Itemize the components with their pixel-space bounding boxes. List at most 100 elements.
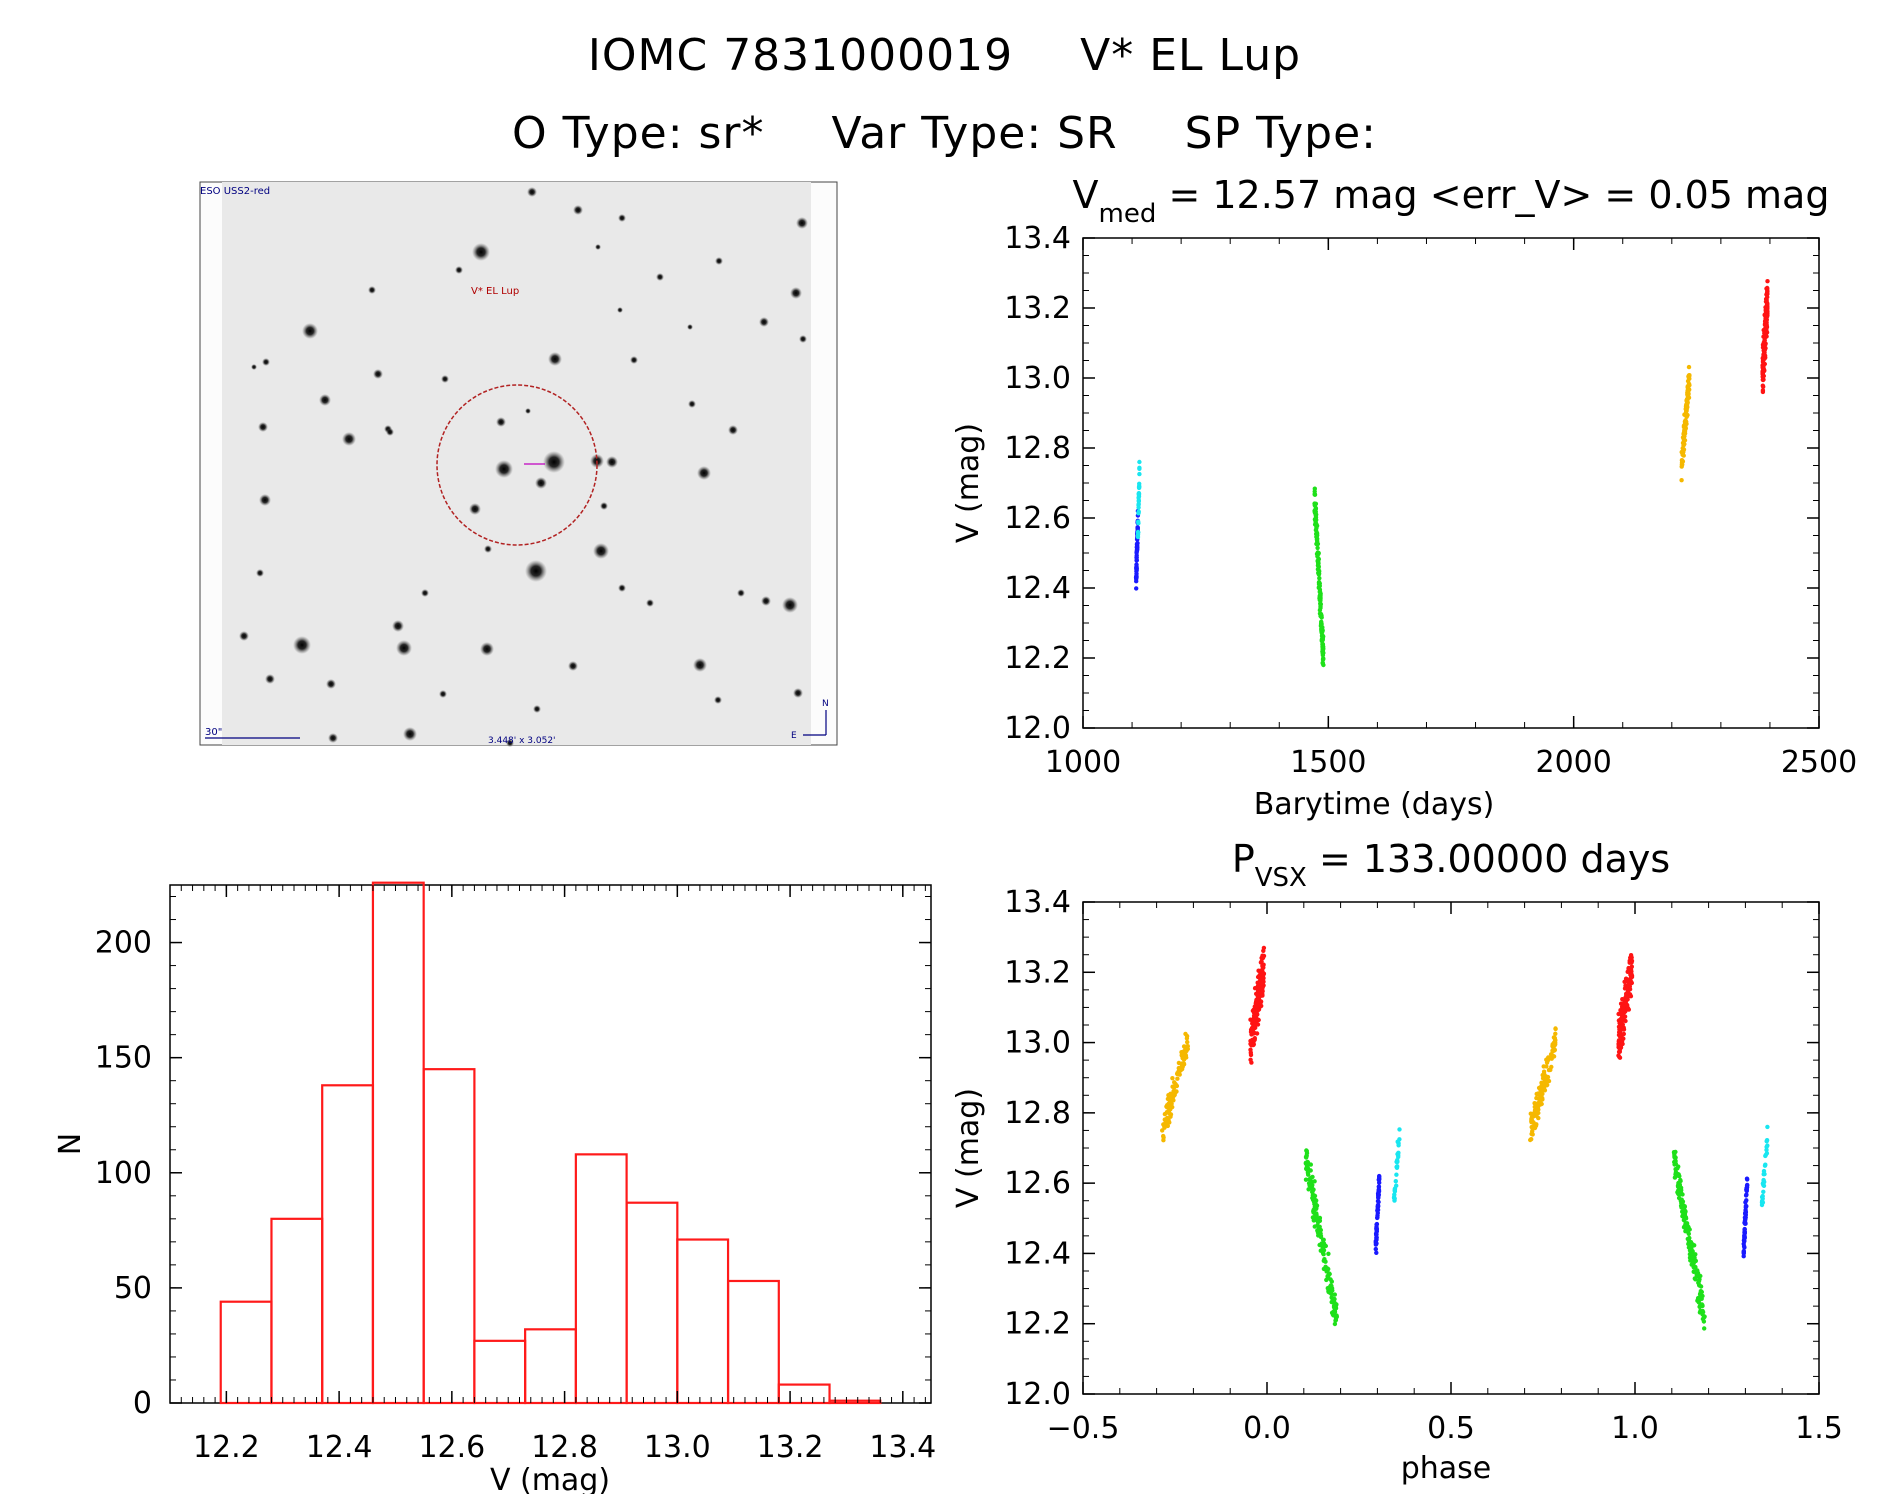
star <box>617 307 623 313</box>
data-point <box>1261 972 1266 977</box>
phased-chart: PVSX = 133.00000 days −0.5 0.0 0.5 1.0 1.5 12… <box>951 837 1843 1486</box>
data-point <box>1761 355 1766 361</box>
star <box>239 631 249 641</box>
star <box>759 317 769 327</box>
data-point <box>1326 1289 1331 1295</box>
star <box>799 335 807 343</box>
data-point <box>1170 1084 1175 1089</box>
star <box>533 705 541 713</box>
data-point <box>1375 1203 1381 1208</box>
data-point <box>1394 1183 1399 1188</box>
data-point <box>1326 1251 1331 1257</box>
data-point <box>1621 1031 1627 1037</box>
data-point <box>1374 1250 1379 1256</box>
data-point <box>1318 598 1323 603</box>
phased-points <box>1160 945 1770 1331</box>
data-point <box>1248 1038 1253 1044</box>
y-tick-label: 0 <box>133 1386 152 1421</box>
y-tick-label: 12.8 <box>1004 431 1071 466</box>
data-point <box>1550 1053 1556 1059</box>
data-point <box>1553 1031 1558 1037</box>
data-point <box>1308 1180 1313 1185</box>
data-point <box>1629 972 1634 977</box>
star <box>392 620 404 632</box>
data-point <box>1765 288 1770 293</box>
sky-image-field <box>222 182 811 745</box>
data-point <box>1699 1289 1705 1295</box>
star <box>328 733 338 743</box>
y-tick-label: 13.2 <box>1004 955 1071 990</box>
star <box>368 286 376 294</box>
histogram-bar <box>828 1399 882 1405</box>
data-point <box>1620 1011 1625 1017</box>
star <box>656 273 664 281</box>
star <box>469 503 481 515</box>
phased-title-rest: = 133.00000 days <box>1307 837 1670 881</box>
data-point <box>1765 1124 1770 1130</box>
data-point <box>1248 1050 1254 1055</box>
star <box>396 640 412 656</box>
data-point <box>1320 657 1326 662</box>
lightcurve-ticks: 1000 1500 2000 2500 12.0 12.2 12.4 12.6 12.8 13.0… <box>1004 221 1857 780</box>
y-tick-label: 50 <box>114 1271 152 1306</box>
data-point <box>1672 1175 1678 1180</box>
data-point <box>1134 555 1139 560</box>
data-point <box>1391 1195 1397 1200</box>
data-point <box>1318 1233 1324 1239</box>
data-point <box>1317 1224 1322 1230</box>
data-point <box>1760 1199 1765 1204</box>
data-point <box>1625 1006 1631 1011</box>
star <box>790 287 802 299</box>
data-point <box>1696 1278 1702 1284</box>
data-point <box>1620 1041 1625 1047</box>
data-point <box>1535 1106 1540 1111</box>
histogram-bar <box>473 1339 527 1405</box>
data-point <box>1531 1114 1536 1119</box>
data-point <box>1318 613 1323 619</box>
data-point <box>1253 1004 1259 1009</box>
data-point <box>1174 1083 1179 1088</box>
star <box>527 187 537 197</box>
data-point <box>1760 388 1766 393</box>
data-point <box>1318 1248 1324 1253</box>
data-point <box>1679 478 1684 483</box>
data-point <box>1627 958 1632 963</box>
star <box>455 266 463 274</box>
lightcurve-title-sub: med <box>1099 199 1157 229</box>
data-point <box>1685 397 1690 402</box>
data-point <box>1306 1187 1311 1192</box>
data-point <box>1255 1022 1261 1027</box>
data-point <box>1255 994 1261 999</box>
data-point <box>1760 365 1765 370</box>
data-point <box>1312 502 1318 507</box>
data-point <box>1185 1039 1190 1045</box>
histogram-chart: 12.2 12.4 12.6 12.8 13.0 13.2 13.4 0 50 100 150 200… <box>53 881 936 1494</box>
data-point <box>1629 964 1635 969</box>
star <box>535 477 547 489</box>
star <box>595 244 601 250</box>
data-point <box>1135 526 1140 531</box>
data-point <box>1331 1304 1337 1310</box>
x-tick-label: 1500 <box>1290 745 1366 780</box>
lightcurve-ylabel: V (mag) <box>951 423 986 543</box>
data-point <box>1248 1029 1254 1035</box>
histogram-bar <box>524 1328 577 1405</box>
histogram-bar <box>371 881 425 1405</box>
compass-north-label: N <box>822 699 829 709</box>
histogram-bar <box>574 1153 628 1405</box>
data-point <box>1315 558 1320 563</box>
data-point <box>1168 1104 1174 1109</box>
data-point <box>1744 1204 1749 1209</box>
data-point <box>1628 994 1634 999</box>
data-point <box>1320 632 1325 638</box>
data-point <box>1682 429 1687 435</box>
data-point <box>1181 1061 1187 1066</box>
data-point <box>1261 975 1266 981</box>
star <box>630 356 638 364</box>
phased-ylabel: V (mag) <box>951 1088 986 1208</box>
data-point <box>1684 421 1689 427</box>
data-point <box>1255 998 1260 1003</box>
data-point <box>1260 993 1265 998</box>
data-point <box>1744 1185 1749 1191</box>
data-point <box>1688 1258 1693 1263</box>
